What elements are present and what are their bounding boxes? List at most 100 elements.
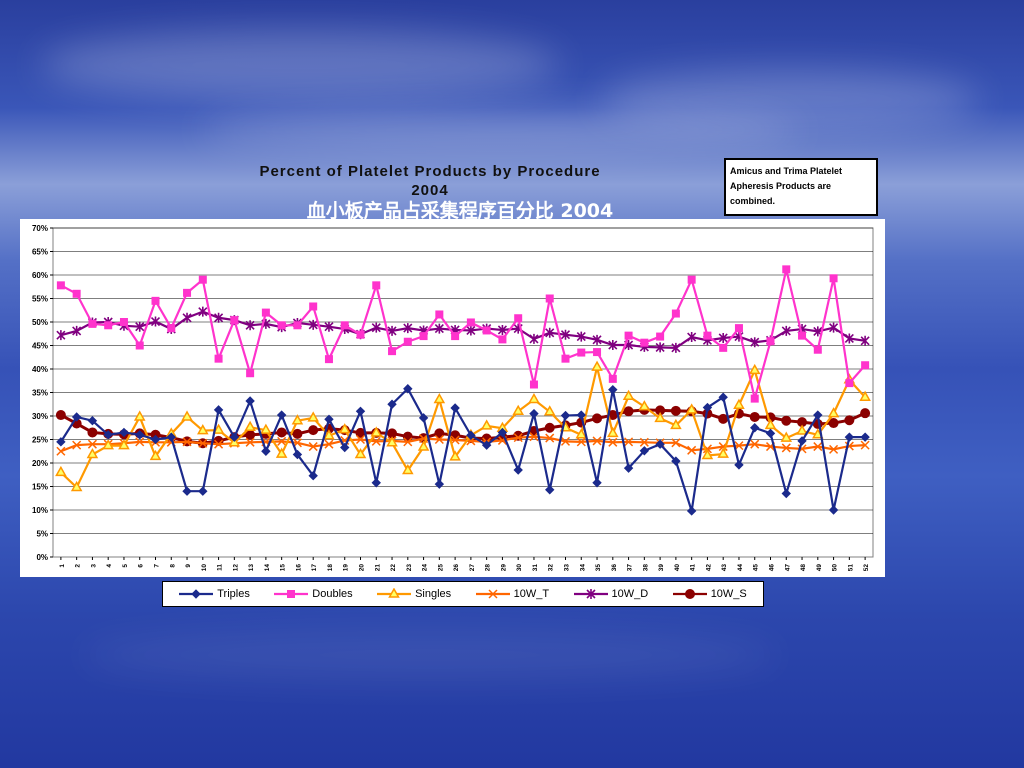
x-tick-label: 19	[343, 564, 350, 572]
data-point-triples	[71, 412, 82, 422]
data-point-singles	[181, 410, 193, 421]
data-point-doubles	[640, 338, 649, 347]
data-point-doubles	[198, 275, 207, 284]
slide-title: 血小板产品占采集程序百分比 2004	[306, 200, 614, 222]
data-point-doubles	[261, 308, 270, 317]
data-point-doubles	[498, 335, 507, 344]
data-point-singles	[543, 405, 556, 416]
y-tick-label: 60%	[32, 271, 48, 280]
data-point-doubles	[514, 314, 523, 323]
data-point-10w-s	[844, 415, 855, 426]
data-point-singles	[685, 403, 698, 414]
data-point-singles	[386, 436, 398, 447]
data-point-10w-t	[87, 439, 97, 449]
data-point-doubles	[151, 296, 160, 305]
legend-swatch	[274, 590, 309, 598]
data-point-10w-t	[72, 440, 82, 450]
data-point-doubles	[277, 321, 286, 330]
x-tick-label: 37	[627, 564, 634, 572]
x-tick-label: 13	[248, 564, 255, 572]
legend-label: 10W_T	[513, 588, 550, 600]
data-point-doubles	[72, 289, 81, 298]
data-point-singles	[638, 400, 651, 411]
data-point-doubles	[230, 316, 239, 325]
legend-label: Triples	[217, 588, 250, 600]
data-point-10w-s	[276, 427, 287, 438]
data-point-triples	[797, 436, 807, 446]
x-tick-label: 29	[500, 564, 507, 572]
data-point-singles	[480, 419, 493, 430]
x-tick-label: 30	[516, 564, 523, 572]
data-point-doubles	[419, 332, 428, 341]
data-point-10w-s	[670, 405, 681, 416]
data-point-triples	[576, 410, 586, 420]
legend-item-doubles: Doubles	[274, 588, 353, 600]
data-point-10w-t	[450, 435, 460, 445]
data-point-triples	[781, 488, 791, 499]
data-point-triples	[403, 384, 413, 394]
data-point-10w-d	[860, 335, 870, 346]
legend-item-10w-d: 10W_D	[573, 588, 648, 600]
y-tick-label: 25%	[32, 436, 48, 445]
data-point-triples	[387, 399, 397, 409]
series-line-10w-t	[60, 435, 866, 453]
data-point-triples	[434, 479, 445, 489]
data-point-10w-t	[182, 437, 192, 447]
data-point-10w-d	[750, 337, 760, 348]
x-tick-label: 10	[201, 564, 208, 572]
data-point-triples	[87, 415, 98, 426]
data-point-triples	[639, 446, 650, 456]
data-point-10w-t	[214, 439, 224, 449]
legend-swatch-marker	[684, 589, 695, 599]
data-point-10w-d	[72, 325, 82, 336]
chart-subtitle: 2004	[411, 182, 449, 199]
data-point-10w-d	[655, 342, 665, 353]
data-point-triples	[655, 439, 665, 449]
data-point-doubles	[372, 281, 381, 290]
data-point-doubles	[577, 348, 586, 357]
legend-swatch-marker	[287, 590, 296, 598]
data-point-triples	[545, 485, 555, 495]
x-tick-label: 8	[169, 564, 176, 568]
x-tick-label: 43	[721, 564, 728, 572]
data-point-triples	[750, 423, 760, 433]
x-tick-label: 44	[737, 564, 744, 572]
y-tick-label: 20%	[32, 459, 48, 468]
data-point-10w-t	[403, 437, 413, 447]
data-point-singles	[275, 447, 288, 458]
data-point-10w-d	[829, 322, 839, 333]
series-triples	[56, 384, 870, 516]
data-point-triples	[418, 413, 429, 423]
data-point-singles	[607, 426, 619, 438]
data-point-singles	[748, 363, 761, 375]
x-tick-label: 5	[122, 564, 129, 568]
data-point-triples	[466, 430, 476, 440]
data-point-singles	[622, 389, 635, 401]
y-tick-label: 45%	[32, 342, 48, 351]
data-point-singles	[102, 439, 114, 450]
legend-label: 10W_S	[710, 588, 747, 600]
data-point-triples	[276, 410, 287, 420]
data-point-triples	[119, 427, 129, 438]
series-doubles	[56, 265, 870, 403]
data-point-triples	[229, 432, 240, 442]
data-point-10w-s	[781, 415, 792, 426]
y-tick-label: 50%	[32, 318, 48, 327]
x-tick-label: 41	[690, 564, 697, 572]
data-point-singles	[827, 407, 840, 418]
data-point-doubles	[545, 294, 554, 303]
data-point-singles	[149, 449, 162, 461]
data-point-10w-d	[245, 320, 255, 331]
data-point-doubles	[309, 302, 318, 311]
background-cloud	[40, 30, 560, 100]
data-point-triples	[671, 456, 681, 466]
x-tick-label: 12	[232, 564, 239, 572]
data-point-triples	[529, 408, 539, 419]
data-point-10w-s	[308, 425, 319, 436]
data-point-singles	[764, 418, 777, 430]
data-point-triples	[734, 460, 744, 470]
data-point-triples	[292, 449, 303, 460]
data-point-doubles	[403, 337, 412, 346]
legend-label: Singles	[415, 588, 452, 600]
data-point-10w-d	[387, 325, 397, 336]
